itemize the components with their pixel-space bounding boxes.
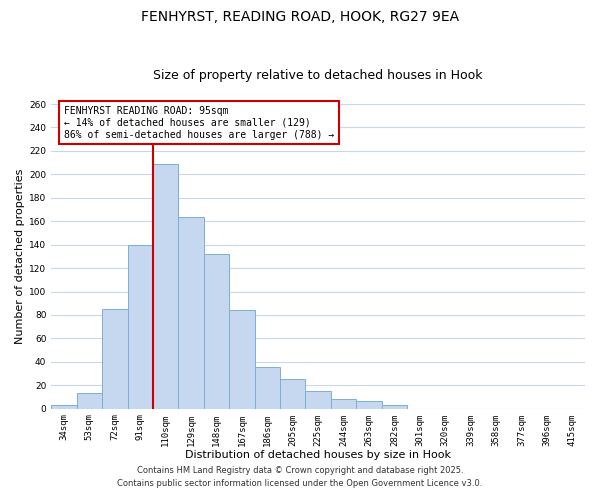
Bar [77,394,102,408]
Bar [356,400,382,408]
X-axis label: Distribution of detached houses by size in Hook: Distribution of detached houses by size … [185,450,451,460]
Y-axis label: Number of detached properties: Number of detached properties [15,168,25,344]
Bar [305,391,331,408]
Text: FENHYRST, READING ROAD, HOOK, RG27 9EA: FENHYRST, READING ROAD, HOOK, RG27 9EA [141,10,459,24]
Bar [254,366,280,408]
Text: Contains HM Land Registry data © Crown copyright and database right 2025.
Contai: Contains HM Land Registry data © Crown c… [118,466,482,487]
Bar [280,380,305,408]
Bar [51,405,77,408]
Bar [178,216,204,408]
Bar [102,309,128,408]
Bar [128,244,153,408]
Bar [331,400,356,408]
Text: FENHYRST READING ROAD: 95sqm
← 14% of detached houses are smaller (129)
86% of s: FENHYRST READING ROAD: 95sqm ← 14% of de… [64,106,334,140]
Bar [229,310,254,408]
Title: Size of property relative to detached houses in Hook: Size of property relative to detached ho… [154,69,483,82]
Bar [153,164,178,408]
Bar [382,405,407,408]
Bar [204,254,229,408]
